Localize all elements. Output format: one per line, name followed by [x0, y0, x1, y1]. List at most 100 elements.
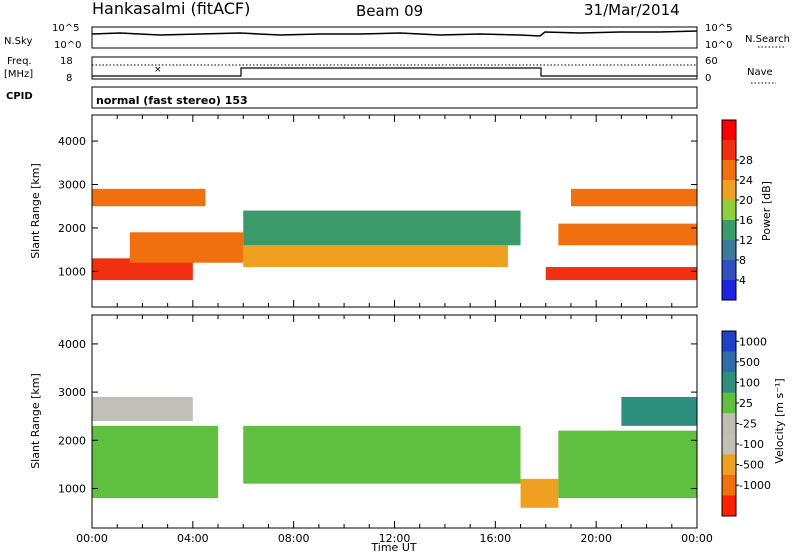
velocity-ylabel: Slant Range [km]: [29, 373, 42, 469]
velocity-xtick-label-0: 00:00: [76, 532, 108, 545]
power-colorbar-cell-2: [722, 160, 736, 181]
velocity-panel: 1000 2000 3000 4000 00:00 04:00 08:00 12:00 16:…: [29, 314, 786, 554]
date-title: 31/Mar/2014: [584, 1, 680, 19]
velocity-band-2: [243, 425, 521, 484]
power-colorbar-tick-label-3: 16: [739, 214, 753, 227]
power-band-3: [243, 245, 508, 268]
power-colorbar-tick-label-1: 8: [739, 254, 746, 267]
velocity-colorbar-cell-5: [722, 433, 736, 455]
beam-title: Beam 09: [356, 2, 423, 20]
power-colorbar-cell-6: [722, 240, 736, 261]
velocity-colorbar-tick-label-1: 500: [739, 356, 760, 369]
velocity-colorbar-cell-4: [722, 413, 736, 435]
nsky-frame: [91, 26, 698, 49]
power-xtick-group: [91, 115, 698, 307]
freq-panel: × Freq. [MHz] 18 8 60 0 Nave: [4, 56, 776, 84]
power-colorbar: 4 8 12 16 20 24 28: [721, 119, 753, 301]
velocity-colorbar-tick-label-0: 1000: [739, 335, 767, 348]
power-band-7: [570, 188, 697, 207]
velocity-xtick-group: 00:00 04:00 08:00 12:00 16:00 20:00 00:00: [76, 315, 713, 545]
velocity-band-5: [621, 396, 697, 426]
velocity-colorbar-tick-label-5: -100: [739, 438, 764, 451]
power-band-0: [92, 258, 193, 281]
velocity-colorbar-tick-label-2: 100: [739, 376, 760, 389]
velocity-xtick-label-4: 16:00: [479, 532, 511, 545]
cpid-text: normal (fast stereo) 153: [96, 94, 248, 107]
nsky-tick-bottom: 10^0: [54, 40, 81, 51]
velocity-ytick-label-0: 1000: [58, 482, 86, 495]
velocity-xtick-label-2: 08:00: [278, 532, 310, 545]
cpid-label: CPID: [6, 91, 33, 102]
nsearch-tick-bottom: 10^0: [705, 40, 732, 51]
cpid-frame: [91, 86, 698, 109]
velocity-colorbar-tick-label-4: -25: [739, 418, 757, 431]
velocity-band-0: [92, 425, 219, 499]
velocity-colorbar: 1000 500 100 25 -25 -100 -500 -1000: [721, 330, 771, 517]
nave-tick-bottom: 0: [705, 73, 711, 84]
velocity-ytick-group: 1000 2000 3000 4000: [58, 338, 697, 495]
power-band-5: [545, 267, 697, 281]
nsearch-label: N.Search: [745, 34, 790, 45]
velocity-band-4: [558, 430, 697, 499]
power-band-1: [129, 232, 244, 263]
cpid-panel: CPID normal (fast stereo) 153: [6, 86, 698, 109]
velocity-band-3: [520, 478, 559, 508]
power-colorbar-tick-label-2: 12: [739, 234, 753, 247]
power-ytick-label-2: 3000: [58, 179, 86, 192]
power-colorbar-cell-1: [722, 140, 736, 161]
velocity-ytick-label-3: 4000: [58, 338, 86, 351]
freq-frame: [91, 56, 698, 80]
velocity-band-1: [92, 396, 193, 422]
velocity-colorbar-tick-label-6: -500: [739, 459, 764, 472]
power-colorbar-tick-label-6: 28: [739, 154, 753, 167]
freq-label-top: Freq.: [7, 56, 32, 67]
power-colorbar-cell-3: [722, 180, 736, 201]
power-band-group: [92, 188, 697, 281]
power-ytick-label-0: 1000: [58, 265, 86, 278]
velocity-xtick-label-6: 00:00: [681, 532, 713, 545]
power-colorbar-cell-8: [722, 280, 736, 301]
freq-tick-top: 18: [60, 56, 73, 67]
power-band-6: [558, 223, 697, 246]
power-band-4: [243, 210, 521, 246]
power-colorbar-tick-label-0: 4: [739, 274, 746, 287]
velocity-colorbar-cell-2: [722, 372, 736, 394]
power-colorbar-cell-0: [722, 120, 736, 141]
power-colorbar-cell-4: [722, 200, 736, 221]
velocity-xtick-label-5: 20:00: [580, 532, 612, 545]
power-panel: 1000 2000 3000 4000 Slant Range [km] 4 8 12 16…: [29, 114, 773, 308]
velocity-xtick-label-1: 04:00: [177, 532, 209, 545]
velocity-xtick-label-3: 12:00: [379, 532, 411, 545]
power-colorbar-tick-label-4: 20: [739, 194, 753, 207]
nsky-panel: N.Sky 10^5 10^0 N.Search 10^5 10^0: [4, 23, 790, 51]
velocity-colorbar-cell-7: [722, 474, 736, 496]
velocity-colorbar-cell-1: [722, 351, 736, 373]
x-axis-label: Time UT: [370, 541, 416, 554]
velocity-ytick-label-1: 2000: [58, 434, 86, 447]
velocity-colorbar-tick-label-7: -1000: [739, 479, 771, 492]
velocity-colorbar-cell-8: [722, 495, 736, 517]
nave-tick-top: 60: [705, 56, 718, 67]
power-band-2: [92, 188, 206, 207]
velocity-colorbar-label: Velocity [m s⁻¹]: [773, 378, 786, 463]
power-ytick-label-3: 4000: [58, 135, 86, 148]
nave-label: Nave: [747, 67, 773, 78]
velocity-colorbar-cell-3: [722, 392, 736, 414]
power-ytick-group: 1000 2000 3000 4000: [58, 135, 697, 278]
velocity-colorbar-tick-label-3: 25: [739, 397, 753, 410]
station-title: Hankasalmi (fitACF): [92, 0, 250, 18]
velocity-ytick-label-2: 3000: [58, 386, 86, 399]
power-colorbar-cell-5: [722, 220, 736, 241]
power-ylabel: Slant Range [km]: [29, 163, 42, 259]
velocity-band-group: [92, 396, 697, 508]
power-colorbar-tick-label-5: 24: [739, 174, 753, 187]
power-colorbar-frame: [721, 119, 737, 301]
nsky-tick-top: 10^5: [52, 23, 79, 34]
nsearch-tick-top: 10^5: [705, 23, 732, 34]
freq-trace: [92, 67, 697, 77]
velocity-colorbar-cell-0: [722, 331, 736, 353]
freq-marker: ×: [154, 65, 162, 75]
power-colorbar-label: Power [dB]: [760, 181, 773, 241]
nsky-trace: [91, 30, 698, 37]
